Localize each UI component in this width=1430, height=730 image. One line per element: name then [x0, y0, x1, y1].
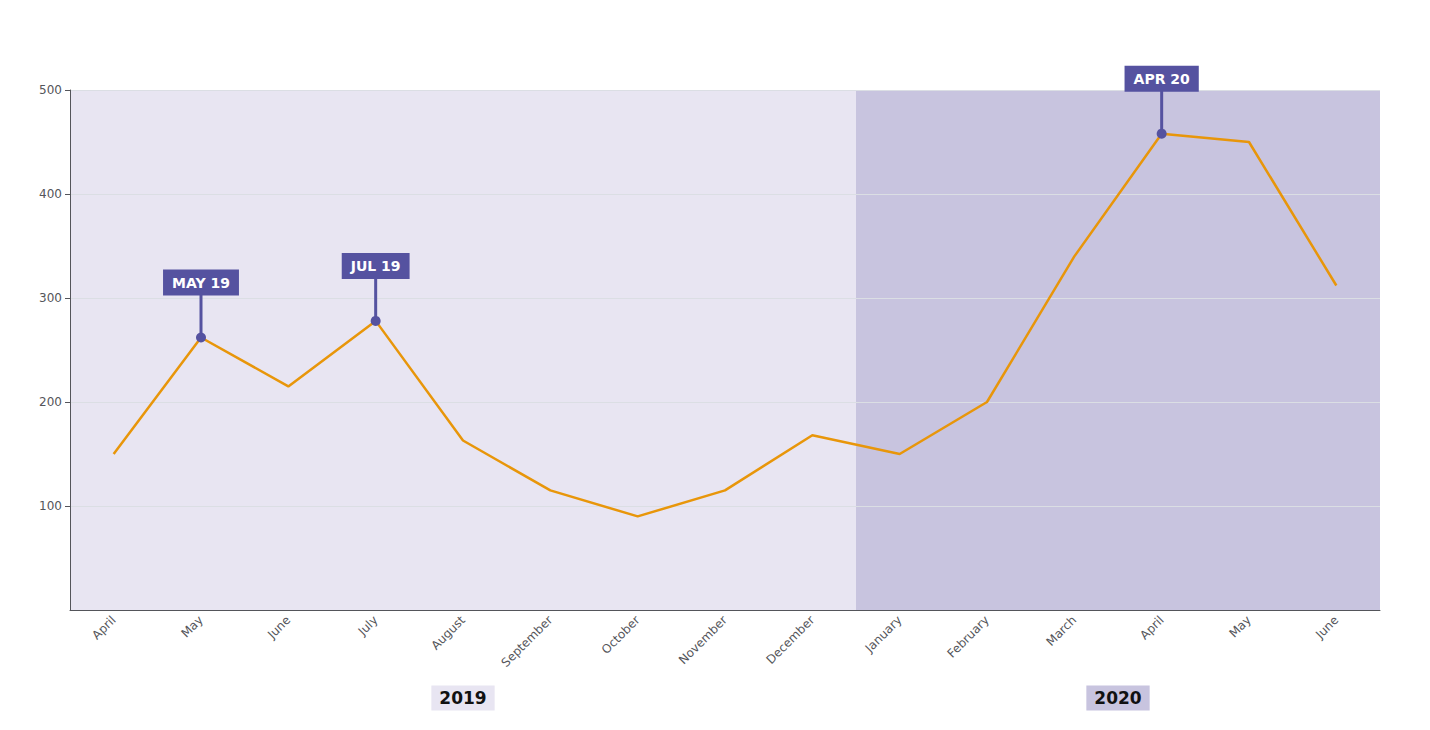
svg-text:APR 20: APR 20: [1134, 71, 1190, 87]
svg-text:MAY 19: MAY 19: [172, 275, 230, 291]
svg-text:400: 400: [39, 187, 62, 201]
svg-text:December: December: [763, 613, 817, 667]
svg-text:January: January: [862, 613, 905, 656]
svg-text:May: May: [1227, 613, 1254, 640]
svg-text:April: April: [1137, 613, 1166, 642]
svg-text:April: April: [89, 613, 118, 642]
svg-text:February: February: [944, 613, 991, 660]
svg-text:2020: 2020: [1094, 688, 1141, 708]
svg-text:March: March: [1044, 613, 1080, 649]
svg-text:October: October: [599, 613, 643, 657]
svg-text:August: August: [428, 613, 468, 653]
svg-text:300: 300: [39, 291, 62, 305]
svg-text:200: 200: [39, 395, 62, 409]
svg-text:May: May: [179, 613, 206, 640]
svg-text:November: November: [676, 613, 730, 667]
svg-text:July: July: [355, 613, 381, 639]
svg-text:June: June: [1312, 613, 1341, 642]
svg-text:100: 100: [39, 499, 62, 513]
svg-text:JUL 19: JUL 19: [350, 258, 401, 274]
svg-text:June: June: [264, 613, 293, 642]
svg-text:500: 500: [39, 83, 62, 97]
svg-text:September: September: [499, 613, 556, 670]
svg-text:2019: 2019: [439, 688, 486, 708]
